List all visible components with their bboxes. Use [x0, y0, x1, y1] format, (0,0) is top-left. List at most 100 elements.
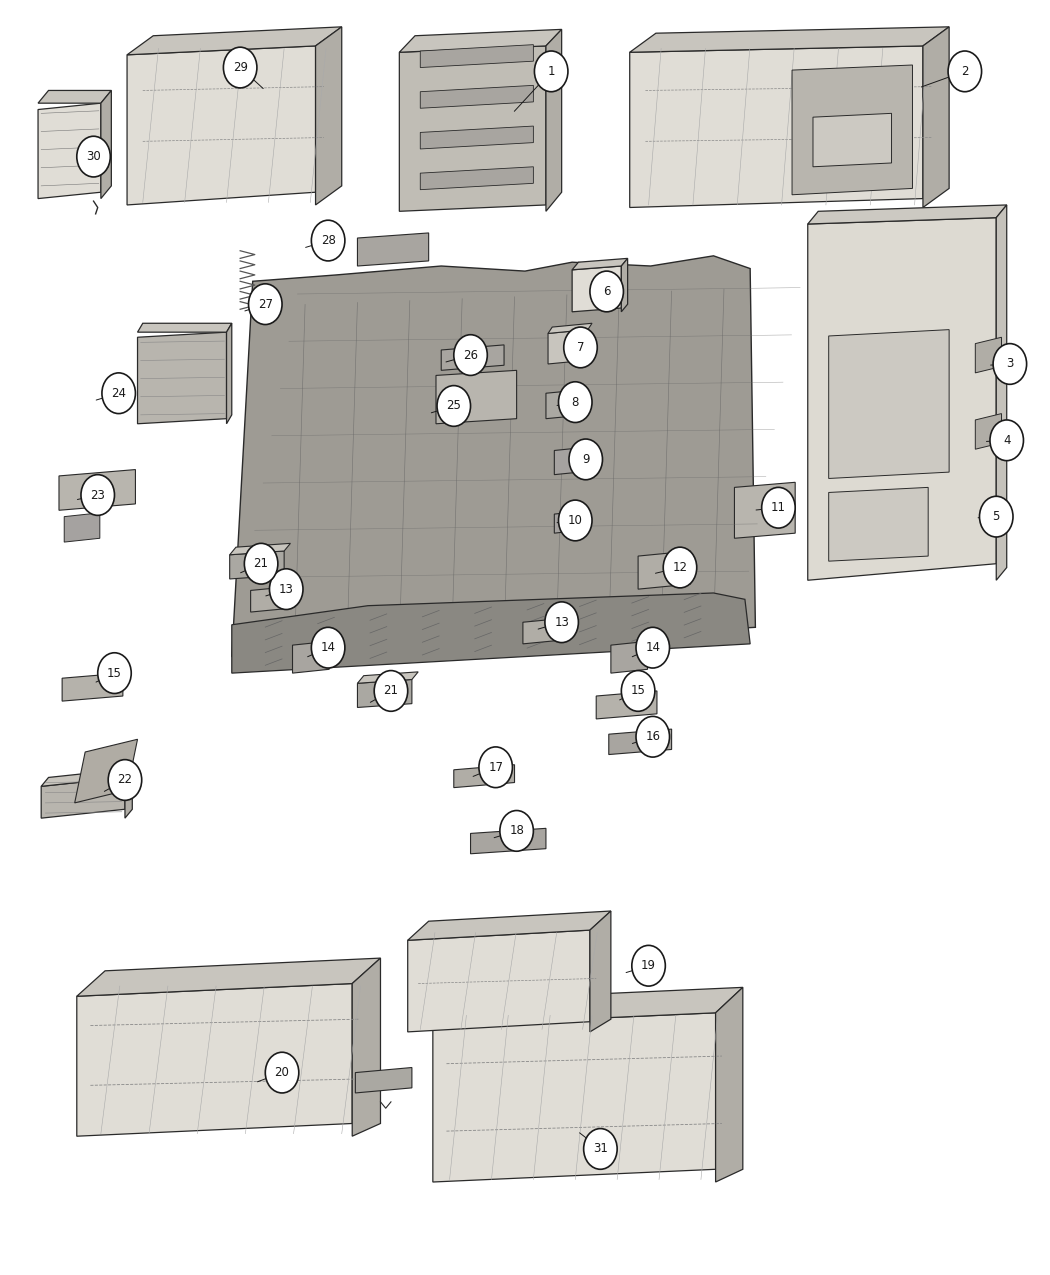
Polygon shape	[609, 729, 672, 755]
Polygon shape	[251, 586, 291, 612]
Polygon shape	[41, 778, 125, 819]
Circle shape	[500, 811, 533, 852]
Polygon shape	[227, 324, 232, 423]
Polygon shape	[407, 929, 590, 1031]
Polygon shape	[232, 256, 755, 657]
Circle shape	[636, 627, 670, 668]
Polygon shape	[923, 27, 949, 208]
Polygon shape	[127, 46, 316, 205]
Text: 13: 13	[554, 616, 569, 629]
Text: 28: 28	[320, 235, 336, 247]
Polygon shape	[470, 829, 546, 854]
Text: 9: 9	[582, 453, 589, 465]
Text: 14: 14	[320, 641, 336, 654]
Polygon shape	[975, 338, 1002, 372]
Polygon shape	[975, 413, 1002, 449]
Polygon shape	[792, 65, 912, 195]
Polygon shape	[807, 205, 1007, 224]
Circle shape	[664, 547, 697, 588]
Polygon shape	[807, 218, 996, 580]
Polygon shape	[293, 641, 329, 673]
Circle shape	[584, 1128, 617, 1169]
Polygon shape	[62, 673, 123, 701]
Text: 23: 23	[90, 488, 105, 501]
Polygon shape	[357, 672, 418, 683]
Polygon shape	[399, 46, 546, 212]
Text: 21: 21	[254, 557, 269, 570]
Polygon shape	[420, 45, 533, 68]
Polygon shape	[77, 958, 380, 996]
Text: 10: 10	[568, 514, 583, 527]
Text: 19: 19	[642, 959, 656, 973]
Polygon shape	[357, 233, 428, 266]
Text: 2: 2	[961, 65, 968, 78]
Circle shape	[948, 51, 982, 92]
Polygon shape	[138, 324, 232, 333]
Polygon shape	[127, 27, 341, 55]
Polygon shape	[546, 29, 562, 212]
Text: 31: 31	[593, 1142, 608, 1155]
Polygon shape	[433, 987, 742, 1025]
Circle shape	[312, 627, 344, 668]
Polygon shape	[611, 641, 648, 673]
Text: 5: 5	[992, 510, 1000, 523]
Circle shape	[224, 47, 257, 88]
Polygon shape	[572, 266, 622, 312]
Circle shape	[564, 328, 597, 367]
Text: 17: 17	[488, 761, 503, 774]
Circle shape	[980, 496, 1013, 537]
Polygon shape	[441, 346, 504, 370]
Polygon shape	[407, 912, 611, 940]
Polygon shape	[125, 769, 132, 819]
Polygon shape	[420, 126, 533, 149]
Polygon shape	[232, 593, 750, 673]
Circle shape	[454, 335, 487, 375]
Circle shape	[534, 51, 568, 92]
Text: 16: 16	[646, 731, 660, 743]
Polygon shape	[813, 113, 891, 167]
Polygon shape	[230, 551, 285, 579]
Text: 24: 24	[111, 386, 126, 400]
Polygon shape	[357, 680, 412, 708]
Text: 1: 1	[547, 65, 555, 78]
Text: 30: 30	[86, 150, 101, 163]
Circle shape	[98, 653, 131, 694]
Circle shape	[249, 284, 282, 325]
Polygon shape	[630, 27, 949, 52]
Text: 18: 18	[509, 825, 524, 838]
Circle shape	[636, 717, 670, 757]
Circle shape	[569, 439, 603, 479]
Polygon shape	[316, 27, 341, 205]
Text: 20: 20	[275, 1066, 290, 1079]
Text: 8: 8	[571, 395, 579, 409]
Text: 4: 4	[1003, 434, 1010, 446]
Polygon shape	[622, 259, 628, 312]
Circle shape	[590, 272, 624, 312]
Text: 6: 6	[603, 284, 610, 298]
Circle shape	[993, 344, 1027, 384]
Polygon shape	[734, 482, 795, 538]
Polygon shape	[638, 551, 691, 589]
Polygon shape	[546, 389, 586, 418]
Circle shape	[81, 474, 114, 515]
Polygon shape	[433, 1012, 716, 1182]
Polygon shape	[828, 330, 949, 478]
Text: 11: 11	[771, 501, 786, 514]
Polygon shape	[41, 769, 132, 787]
Text: 27: 27	[258, 297, 273, 311]
Circle shape	[622, 671, 655, 711]
Text: 15: 15	[631, 685, 646, 697]
Polygon shape	[828, 487, 928, 561]
Polygon shape	[548, 324, 592, 334]
Circle shape	[108, 760, 142, 801]
Polygon shape	[138, 333, 227, 423]
Circle shape	[545, 602, 579, 643]
Circle shape	[559, 381, 592, 422]
Polygon shape	[77, 983, 352, 1136]
Polygon shape	[420, 85, 533, 108]
Polygon shape	[548, 330, 588, 363]
Circle shape	[374, 671, 407, 711]
Polygon shape	[454, 765, 514, 788]
Polygon shape	[590, 912, 611, 1031]
Circle shape	[245, 543, 278, 584]
